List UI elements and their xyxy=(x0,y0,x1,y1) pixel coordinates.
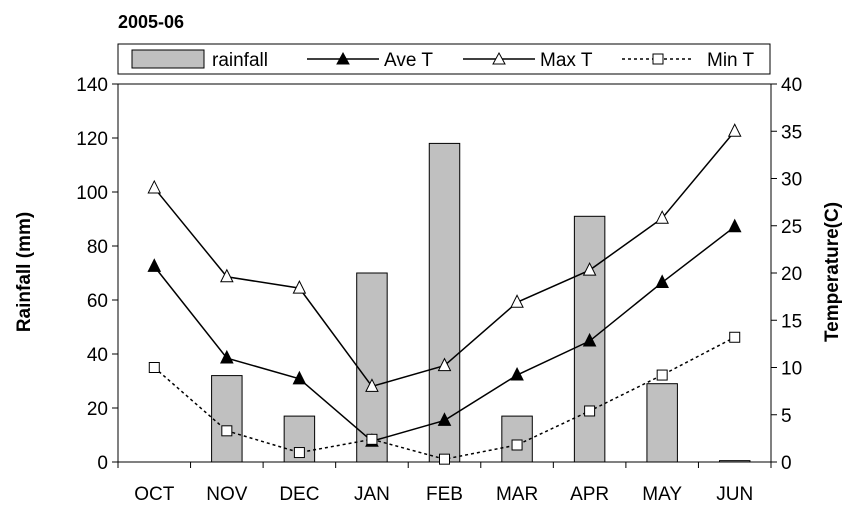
x-tick-label-jun: JUN xyxy=(716,484,753,505)
point-max-t-apr xyxy=(582,262,597,276)
y-right-tick-label: 35 xyxy=(781,122,802,143)
legend-marker-min-t xyxy=(652,53,664,65)
bar-rainfall-jan xyxy=(356,272,388,463)
point-ave-t-may xyxy=(655,274,669,288)
point-ave-t-nov xyxy=(220,349,234,364)
point-min-t-apr xyxy=(584,405,596,417)
legend-swatch-rainfall xyxy=(131,49,205,69)
legend-label-max-t: Max T xyxy=(540,50,593,71)
y-axis-title-right: Temperature(C) xyxy=(822,202,843,342)
x-tick-label-nov: NOV xyxy=(206,484,248,505)
point-ave-t-feb xyxy=(437,412,452,426)
chart-title: 2005-06 xyxy=(118,12,184,32)
legend-label-rainfall: rainfall xyxy=(212,50,268,71)
y-right-tick-label: 10 xyxy=(781,359,802,380)
point-max-t-jan xyxy=(365,378,379,392)
point-ave-t-jun xyxy=(727,218,742,233)
y-right-tick-label: 15 xyxy=(781,311,802,332)
point-max-t-jun xyxy=(727,123,742,137)
x-tick-label-apr: APR xyxy=(570,484,609,505)
y-right-tick-label: 40 xyxy=(781,75,802,96)
y-right-tick-label: 25 xyxy=(781,217,802,238)
point-ave-t-dec xyxy=(292,370,307,385)
legend-label-ave-t: Ave T xyxy=(384,50,433,71)
y-right-tick-label: 30 xyxy=(781,170,802,191)
y-axis-title-left: Rainfall (mm) xyxy=(14,212,35,332)
x-tick-label-may: MAY xyxy=(642,484,682,505)
legend-marker-max-t xyxy=(492,51,506,65)
point-min-t-feb xyxy=(439,453,450,465)
legend: rainfall Ave T Max T Min T xyxy=(117,43,771,75)
y-right-tick-label: 0 xyxy=(781,453,792,474)
x-tick-label-oct: OCT xyxy=(134,484,175,505)
point-min-t-may xyxy=(656,369,668,381)
point-min-t-nov xyxy=(221,425,233,437)
y-left-tick-label: 100 xyxy=(76,183,108,204)
y-left-tick-label: 120 xyxy=(76,129,108,150)
point-ave-t-mar xyxy=(510,366,524,381)
bar-rainfall-nov xyxy=(211,375,243,463)
plot-area: 0 20 40 60 80 100 120 140 0 5 10 15 20 25 30 35 40 OCT NOV… xyxy=(76,75,802,505)
bar-rainfall-mar xyxy=(501,415,533,463)
bar-rainfall-jun xyxy=(718,460,751,463)
point-max-t-feb xyxy=(437,357,452,372)
y-right-tick-label: 20 xyxy=(781,264,802,285)
point-min-t-dec xyxy=(293,447,305,459)
x-tick-label-mar: MAR xyxy=(496,484,538,505)
point-min-t-oct xyxy=(148,362,160,373)
bar-rainfall-dec xyxy=(283,415,316,463)
y-left-tick-label: 40 xyxy=(87,345,108,366)
legend-marker-ave-t xyxy=(336,51,350,65)
point-min-t-mar xyxy=(511,439,523,451)
point-max-t-oct xyxy=(147,179,162,194)
y-left-tick-label: 0 xyxy=(97,453,108,474)
y-left-tick-label: 60 xyxy=(87,291,108,312)
point-max-t-mar xyxy=(510,294,524,308)
point-max-t-may xyxy=(655,210,669,224)
y-left-tick-label: 80 xyxy=(87,237,108,258)
point-ave-t-apr xyxy=(582,332,597,347)
point-max-t-nov xyxy=(220,268,234,283)
point-ave-t-oct xyxy=(147,258,162,272)
x-tick-label-dec: DEC xyxy=(279,484,319,505)
y-left-tick-label: 20 xyxy=(87,399,108,420)
point-min-t-jan xyxy=(366,433,378,445)
legend-label-min-t: Min T xyxy=(707,50,755,71)
bar-rainfall-may xyxy=(646,383,678,463)
y-right-tick-label: 5 xyxy=(781,406,792,427)
series-line-min-t xyxy=(153,336,736,460)
point-max-t-dec xyxy=(292,280,307,294)
bar-rainfall-feb xyxy=(428,142,461,463)
x-tick-label-feb: FEB xyxy=(426,484,463,505)
point-min-t-jun xyxy=(729,331,741,343)
y-left-tick-label: 140 xyxy=(76,75,108,96)
x-tick-label-jan: JAN xyxy=(354,484,390,505)
